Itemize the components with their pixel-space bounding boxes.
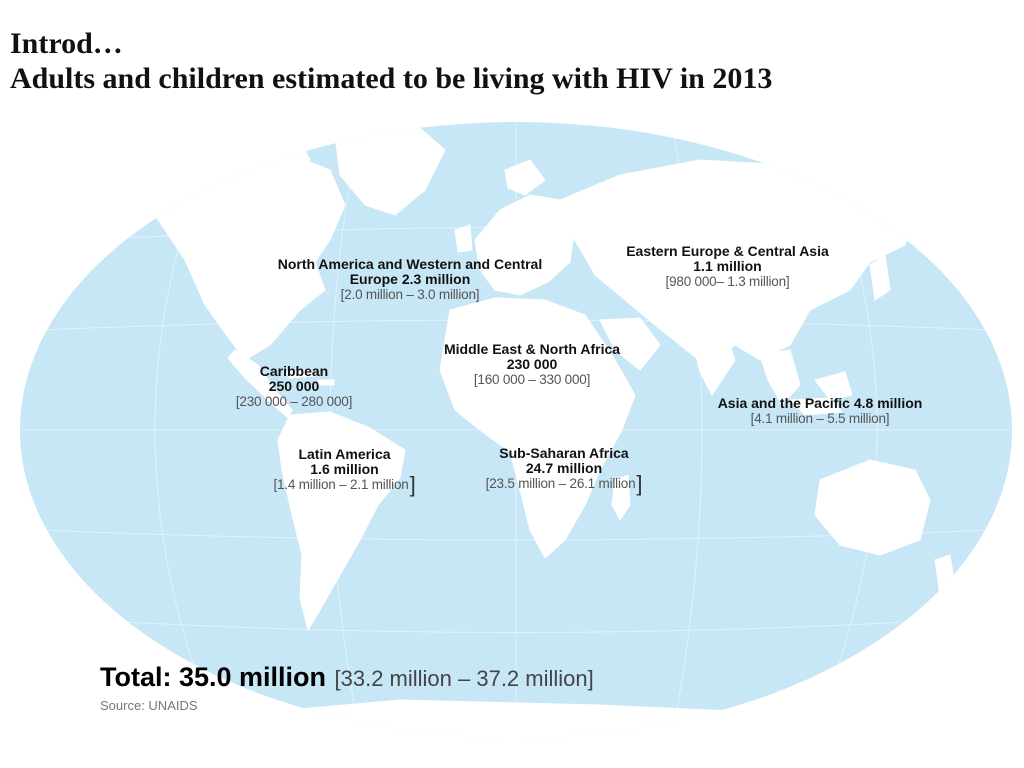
region-label-caribbean: Caribbean 250 000 [230 000 – 280 000] — [214, 364, 374, 410]
region-range: [4.1 million – 5.5 million] — [750, 411, 890, 426]
north-america-landmass — [147, 149, 346, 361]
region-label-asia-pacific: Asia and the Pacific 4.8 million [4.1 mi… — [705, 396, 935, 427]
region-range: [160 000 – 330 000] — [473, 372, 591, 387]
region-value: 1.6 million — [310, 461, 379, 477]
australia-landmass — [814, 459, 931, 556]
region-name: Sub-Saharan Africa — [499, 445, 629, 461]
range-close-bracket: ] — [636, 471, 643, 496]
region-value: 230 000 — [506, 356, 558, 372]
region-range: [230 000 – 280 000] — [235, 394, 353, 409]
region-value: 1.1 million — [693, 258, 762, 274]
region-range: [2.0 million – 3.0 million] — [340, 287, 480, 302]
map-title: Adults and children estimated to be livi… — [10, 62, 773, 95]
region-label-middle-east-north-africa: Middle East & North Africa 230 000 [160 … — [427, 342, 637, 388]
region-range: [23.5 million – 26.1 million — [485, 476, 636, 491]
region-range-line: [23.5 million – 26.1 million] — [474, 473, 654, 495]
central-america-landmass — [227, 349, 293, 419]
total-label: Total: 35.0 million — [100, 662, 327, 692]
page-title: Introd… — [10, 27, 123, 60]
region-value: 24.7 million — [525, 460, 603, 476]
south-america-landmass — [277, 411, 406, 632]
region-range: [980 000– 1.3 million] — [665, 274, 790, 289]
map-landmasses — [20, 122, 1012, 738]
europe-landmass — [474, 194, 576, 296]
region-range: [1.4 million – 2.1 million — [273, 477, 409, 492]
region-name: Asia and the Pacific 4.8 million — [717, 395, 923, 411]
source-note: Source: UNAIDS — [100, 698, 198, 713]
total-range: [33.2 million – 37.2 million] — [334, 666, 594, 691]
africa-landmass — [439, 297, 636, 559]
region-range-line: [1.4 million – 2.1 million] — [262, 474, 427, 496]
greenland-landmass — [334, 127, 446, 216]
region-name: Latin America — [298, 446, 391, 462]
region-name: North America and Western and Central — [277, 256, 543, 272]
region-label-sub-saharan-africa: Sub-Saharan Africa 24.7 million [23.5 mi… — [474, 445, 654, 495]
range-close-bracket: ] — [409, 472, 416, 497]
india-landmass — [689, 327, 736, 396]
total-summary: Total: 35.0 million [33.2 million – 37.2… — [100, 662, 594, 693]
region-name: Caribbean — [259, 363, 329, 379]
region-name-line2: Europe 2.3 million — [349, 271, 471, 287]
region-label-eastern-europe-central-asia: Eastern Europe & Central Asia 1.1 millio… — [605, 244, 850, 290]
region-name: Middle East & North Africa — [443, 341, 621, 357]
region-name: Eastern Europe & Central Asia — [626, 243, 829, 259]
region-label-latin-america: Latin America 1.6 million [1.4 million –… — [262, 446, 427, 496]
region-value: 250 000 — [268, 378, 320, 394]
region-label-north-america-western-europe: North America and Western and Central Eu… — [250, 257, 570, 303]
